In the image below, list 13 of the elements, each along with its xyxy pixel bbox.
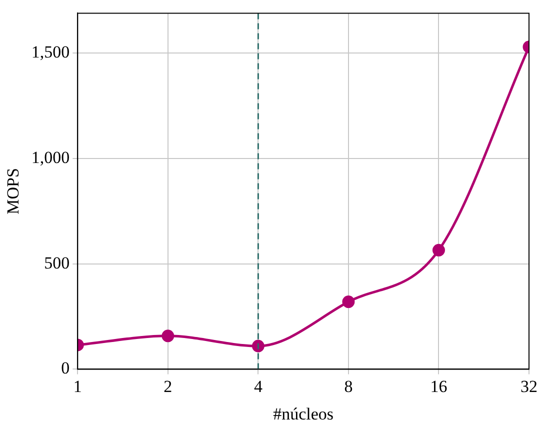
x-tick-label: 8 (344, 376, 353, 396)
x-tick-label: 16 (430, 376, 448, 396)
y-axis-title: MOPS (4, 168, 23, 214)
point (342, 296, 355, 308)
x-tick-label: 1 (73, 376, 82, 396)
y-tick-label: 1,000 (31, 148, 70, 168)
x-tick-label: 2 (164, 376, 172, 396)
x-axis-title: #núcleos (273, 404, 334, 424)
x-tick-label: 4 (254, 376, 263, 396)
y-tick-label: 1,500 (31, 42, 70, 62)
x-tick-label: 32 (520, 376, 538, 396)
y-tick-label: 0 (61, 358, 70, 378)
y-tick-label: 500 (44, 253, 70, 272)
